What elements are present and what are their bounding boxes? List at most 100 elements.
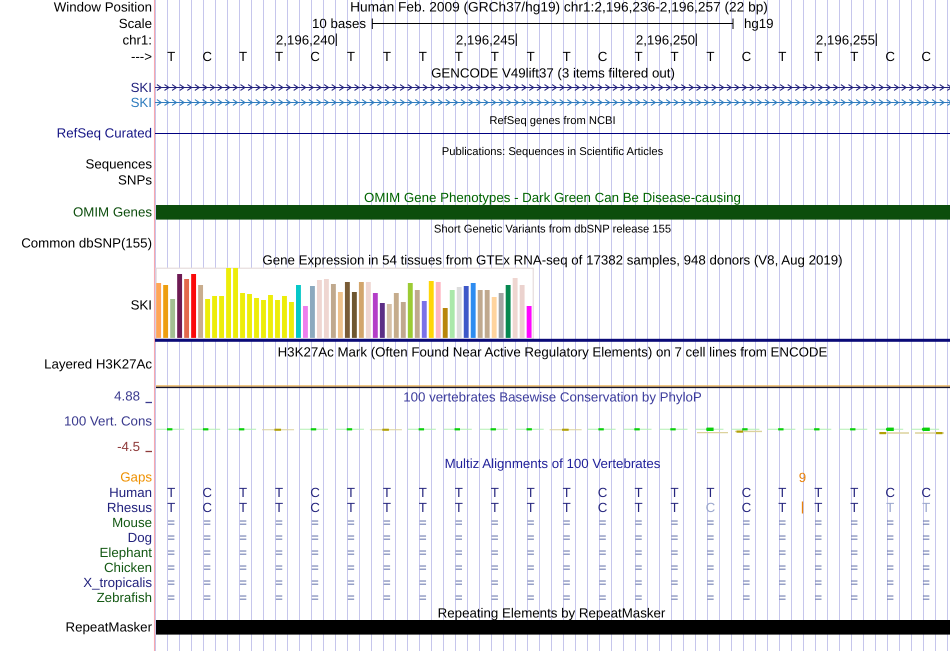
svg-text:Common dbSNP(155): Common dbSNP(155)	[21, 236, 152, 251]
svg-text:C: C	[598, 485, 608, 500]
svg-text:T: T	[419, 49, 427, 64]
svg-text:C: C	[598, 49, 608, 64]
svg-text:T: T	[563, 500, 571, 515]
svg-text:Short Genetic Variants from db: Short Genetic Variants from dbSNP releas…	[434, 224, 671, 236]
svg-text:--->: --->	[131, 49, 152, 64]
svg-text:Mouse: Mouse	[112, 515, 152, 530]
svg-text:T: T	[886, 500, 894, 515]
svg-text:T: T	[455, 485, 463, 500]
svg-text:Multiz Alignments of 100 Verte: Multiz Alignments of 100 Vertebrates	[445, 456, 661, 471]
svg-text:T: T	[239, 49, 247, 64]
svg-text:T: T	[275, 485, 283, 500]
svg-text:T: T	[634, 485, 642, 500]
svg-text:SNPs: SNPs	[118, 173, 152, 188]
svg-text:C: C	[885, 485, 895, 500]
svg-text:T: T	[814, 500, 822, 515]
svg-text:9: 9	[799, 470, 806, 485]
svg-text:T: T	[527, 485, 535, 500]
svg-text:C: C	[310, 49, 320, 64]
svg-text:Gaps: Gaps	[120, 470, 152, 485]
svg-text:Publications: Sequences in Sci: Publications: Sequences in Scientific Ar…	[442, 146, 664, 158]
svg-text:Elephant: Elephant	[100, 545, 153, 560]
svg-text:T: T	[778, 485, 786, 500]
svg-text:T: T	[670, 500, 678, 515]
svg-text:T: T	[419, 485, 427, 500]
svg-text:Chicken: Chicken	[104, 560, 152, 575]
svg-text:T: T	[275, 49, 283, 64]
svg-text:C: C	[706, 500, 716, 515]
svg-text:T: T	[634, 49, 642, 64]
svg-text:T: T	[922, 500, 930, 515]
svg-text:C: C	[202, 49, 212, 64]
svg-text:Dog: Dog	[128, 530, 152, 545]
svg-text:T: T	[383, 485, 391, 500]
svg-text:2,196,255: 2,196,255	[816, 33, 875, 48]
svg-text:T: T	[814, 485, 822, 500]
svg-text:T: T	[239, 485, 247, 500]
svg-text:T: T	[383, 49, 391, 64]
svg-text:4.88: 4.88	[114, 389, 140, 404]
svg-text:100 vertebrates Basewise Conse: 100 vertebrates Basewise Conservation by…	[403, 390, 702, 405]
svg-text:T: T	[527, 500, 535, 515]
svg-text:Layered H3K27Ac: Layered H3K27Ac	[44, 357, 152, 372]
svg-text:C: C	[742, 49, 752, 64]
svg-text:T: T	[563, 485, 571, 500]
svg-text:Rhesus: Rhesus	[107, 500, 152, 515]
svg-text:OMIM Gene Phenotypes - Dark Gr: OMIM Gene Phenotypes - Dark Green Can Be…	[364, 190, 741, 205]
svg-text:T: T	[706, 49, 714, 64]
svg-text:T: T	[275, 500, 283, 515]
svg-text:T: T	[167, 485, 175, 500]
svg-text:T: T	[670, 485, 678, 500]
svg-text:C: C	[885, 49, 895, 64]
svg-text:Repeating Elements by RepeatMa: Repeating Elements by RepeatMasker	[438, 606, 666, 621]
svg-text:C: C	[742, 500, 752, 515]
svg-text:X_tropicalis: X_tropicalis	[83, 575, 152, 590]
svg-text:-4.5: -4.5	[117, 439, 140, 454]
svg-text:T: T	[491, 500, 499, 515]
svg-text:chr1:: chr1:	[122, 33, 152, 48]
svg-text:T: T	[167, 49, 175, 64]
svg-text:Window Position: Window Position	[54, 0, 152, 15]
svg-text:T: T	[563, 49, 571, 64]
svg-text:100 Vert. Cons: 100 Vert. Cons	[64, 414, 152, 429]
svg-text:SKI: SKI	[131, 95, 152, 110]
svg-text:T: T	[670, 49, 678, 64]
svg-text:T: T	[419, 500, 427, 515]
svg-text:T: T	[491, 49, 499, 64]
svg-text:SKI: SKI	[131, 298, 152, 313]
svg-text:OMIM Genes: OMIM Genes	[73, 205, 152, 220]
svg-text:H3K27Ac Mark (Often Found Near: H3K27Ac Mark (Often Found Near Active Re…	[278, 345, 828, 360]
svg-text:C: C	[598, 500, 608, 515]
svg-text:T: T	[814, 49, 822, 64]
svg-text:T: T	[347, 485, 355, 500]
svg-text:T: T	[239, 500, 247, 515]
svg-text:GENCODE V49lift37 (3 items fil: GENCODE V49lift37 (3 items filtered out)	[431, 66, 675, 81]
svg-text:2,196,240: 2,196,240	[276, 33, 335, 48]
svg-text:10 bases: 10 bases	[312, 16, 366, 31]
svg-text:T: T	[850, 485, 858, 500]
svg-text:T: T	[634, 500, 642, 515]
svg-text:T: T	[850, 500, 858, 515]
svg-text:T: T	[706, 485, 714, 500]
svg-text:SKI: SKI	[131, 80, 152, 95]
svg-text:T: T	[778, 49, 786, 64]
svg-text:T: T	[347, 49, 355, 64]
svg-text:2,196,250: 2,196,250	[636, 33, 695, 48]
svg-text:Human: Human	[109, 485, 152, 500]
svg-text:Scale: Scale	[119, 16, 152, 31]
svg-text:Sequences: Sequences	[85, 157, 152, 172]
svg-text:T: T	[455, 49, 463, 64]
svg-text:T: T	[527, 49, 535, 64]
svg-text:hg19: hg19	[744, 16, 774, 31]
svg-text:Gene Expression in 54 tissues: Gene Expression in 54 tissues from GTEx …	[262, 253, 842, 268]
svg-text:C: C	[921, 485, 931, 500]
svg-text:2,196,245: 2,196,245	[456, 33, 515, 48]
svg-text:T: T	[383, 500, 391, 515]
svg-text:T: T	[347, 500, 355, 515]
svg-text:Human Feb. 2009 (GRCh37/hg19): Human Feb. 2009 (GRCh37/hg19) chr1:2,196…	[350, 0, 768, 15]
svg-text:C: C	[310, 485, 320, 500]
svg-text:T: T	[778, 500, 786, 515]
svg-text:C: C	[742, 485, 752, 500]
svg-text:C: C	[202, 500, 212, 515]
svg-text:T: T	[455, 500, 463, 515]
